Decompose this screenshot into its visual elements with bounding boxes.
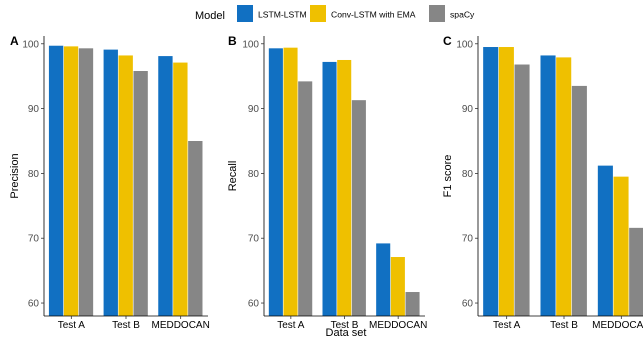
bar-lstm-lstm-meddocan — [597, 165, 613, 316]
bar-lstm-lstm-test-b — [322, 61, 337, 316]
legend-swatch-spacy — [429, 5, 445, 22]
panel-a: A Precision 60 70 80 90 100 Test A Test B MEDDOCA… — [9, 34, 210, 331]
x-tick-label: Test B — [550, 320, 578, 331]
bar-spacy-test-a — [298, 81, 313, 317]
bar-spacy-meddocan — [405, 292, 420, 316]
y-tick-label: 90 — [248, 104, 260, 115]
y-tick-label: 90 — [28, 104, 40, 115]
legend-item-lstm-lstm: LSTM-LSTM — [237, 5, 307, 22]
y-tick-label: 60 — [462, 299, 474, 310]
bar-spacy-meddocan — [629, 227, 643, 316]
bar-conv-lstm-with-ema-meddocan — [173, 62, 188, 317]
bar-spacy-test-b — [351, 100, 366, 317]
x-tick-label: Test A — [493, 320, 521, 331]
chart-panels: A Precision 60 70 80 90 100 Test A Test B MEDDOCA… — [9, 34, 643, 331]
legend-item-conv-lstm-with-ema: Conv-LSTM with EMA — [310, 5, 416, 22]
panel-label: B — [228, 34, 237, 48]
shared-x-axis-label: Data set — [326, 327, 367, 339]
x-tick-label: Test B — [331, 320, 359, 331]
bar-lstm-lstm-test-a — [268, 48, 283, 316]
y-tick-label: 90 — [462, 104, 474, 115]
legend-item-spacy: spaCy — [429, 5, 475, 22]
y-tick-label: 80 — [28, 169, 40, 180]
y-tick-label: 100 — [22, 39, 39, 50]
y-axis-label: Precision — [9, 153, 21, 198]
x-tick-label: MEDDOCAN — [369, 320, 427, 331]
bar-conv-lstm-with-ema-test-a — [498, 47, 514, 316]
panel-label: C — [443, 34, 452, 48]
y-tick-label: 70 — [248, 234, 260, 245]
bar-conv-lstm-with-ema-meddocan — [613, 176, 629, 316]
bar-lstm-lstm-meddocan — [158, 56, 173, 317]
bar-conv-lstm-with-ema-test-b — [556, 57, 572, 317]
y-tick-label: 80 — [462, 169, 474, 180]
bar-conv-lstm-with-ema-test-a — [283, 47, 298, 317]
x-tick-label: Test B — [112, 320, 140, 331]
x-tick-label: MEDDOCAN — [592, 320, 643, 331]
x-tick-label: MEDDOCAN — [151, 320, 209, 331]
y-axis-label: Recall — [227, 161, 239, 192]
y-tick-label: 70 — [28, 234, 40, 245]
legend: Model LSTM-LSTM Conv-LSTM with EMA spaCy — [195, 5, 475, 22]
legend-swatch-lstm-lstm — [237, 5, 253, 22]
x-tick-label: Test A — [58, 320, 86, 331]
legend-label-lstm-lstm: LSTM-LSTM — [258, 10, 307, 20]
bar-lstm-lstm-test-b — [540, 55, 556, 316]
panel-c: C F1 score 60 70 80 90 100 Test A Test B MEDDOCAN — [442, 34, 643, 331]
y-tick-label: 60 — [248, 299, 260, 310]
legend-swatch-conv-lstm-with-ema — [310, 5, 326, 22]
bar-conv-lstm-with-ema-test-b — [337, 59, 352, 317]
bar-lstm-lstm-meddocan — [376, 243, 391, 316]
bar-conv-lstm-with-ema-test-b — [118, 55, 133, 316]
y-tick-label: 100 — [242, 39, 259, 50]
panel-b: B Recall 60 70 80 90 100 Test A Test B MEDDOCAN — [227, 34, 427, 331]
bar-lstm-lstm-test-b — [103, 49, 118, 316]
legend-label-spacy: spaCy — [450, 10, 475, 20]
y-tick-label: 100 — [456, 39, 473, 50]
bar-lstm-lstm-test-a — [483, 47, 499, 316]
panel-label: A — [10, 34, 19, 48]
bar-conv-lstm-with-ema-meddocan — [390, 257, 405, 316]
y-axis-label: F1 score — [442, 155, 454, 198]
legend-label-conv-lstm-with-ema: Conv-LSTM with EMA — [331, 10, 416, 20]
bar-spacy-test-b — [571, 85, 587, 316]
bar-spacy-test-a — [78, 48, 94, 316]
legend-title: Model — [195, 10, 225, 22]
y-tick-label: 80 — [248, 169, 260, 180]
bar-spacy-test-b — [133, 71, 148, 316]
y-tick-label: 70 — [462, 234, 474, 245]
x-tick-label: Test A — [277, 320, 305, 331]
bar-lstm-lstm-test-a — [48, 45, 64, 316]
bar-spacy-meddocan — [188, 141, 203, 316]
bar-conv-lstm-with-ema-test-a — [63, 46, 79, 317]
bar-spacy-test-a — [514, 64, 530, 316]
y-tick-label: 60 — [28, 299, 40, 310]
